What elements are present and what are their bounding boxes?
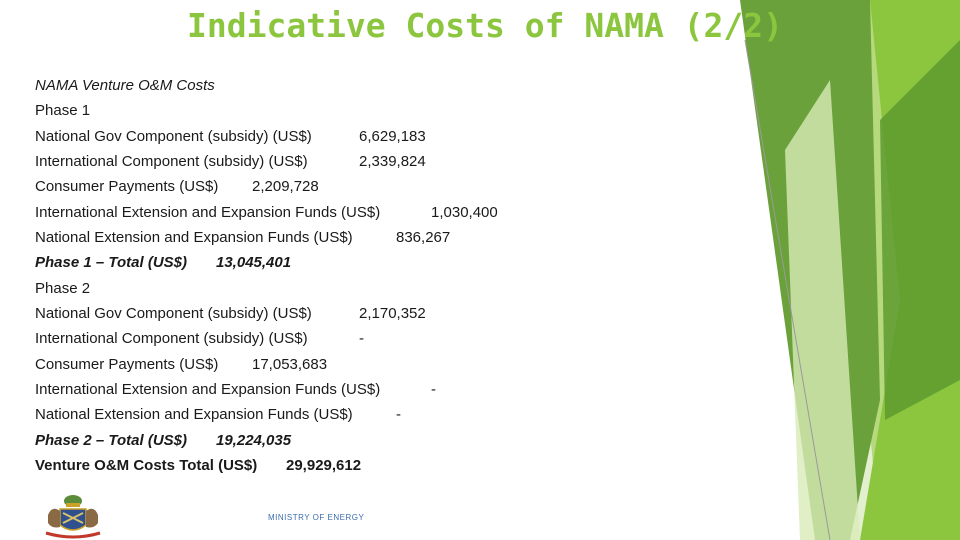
phase2-row: National Extension and Expansion Funds (… <box>35 406 401 424</box>
row-label: National Extension and Expansion Funds (… <box>35 406 353 423</box>
row-label: National Extension and Expansion Funds (… <box>35 229 353 246</box>
phase2-row: Consumer Payments (US$) 17,053,683 <box>35 356 327 374</box>
row-label: International Extension and Expansion Fu… <box>35 204 381 221</box>
row-value: - <box>359 330 364 347</box>
phase2-total: Phase 2 – Total (US$) 19,224,035 <box>35 432 291 450</box>
footer-ministry: MINISTRY OF ENERGY <box>268 513 365 522</box>
row-value: 17,053,683 <box>252 356 328 373</box>
row-label: National Gov Component (subsidy) (US$) <box>35 128 312 145</box>
row-label: Consumer Payments (US$) <box>35 178 219 195</box>
row-value: - <box>431 381 436 398</box>
grand-total-label: Venture O&M Costs Total (US$) <box>35 457 258 474</box>
phase2-row: International Component (subsidy) (US$) … <box>35 330 364 348</box>
accent-shape-deep <box>880 40 960 420</box>
coat-of-arms-icon <box>45 495 101 539</box>
accent-shape-pale <box>785 80 860 540</box>
row-label: International Extension and Expansion Fu… <box>35 381 381 398</box>
section-heading: NAMA Venture O&M Costs <box>35 77 215 94</box>
phase1-total: Phase 1 – Total (US$) 13,045,401 <box>35 254 291 272</box>
phase2-row: National Gov Component (subsidy) (US$) 2… <box>35 305 426 323</box>
row-label: Consumer Payments (US$) <box>35 356 219 373</box>
slide-title: Indicative Costs of NAMA (2/2) <box>186 6 784 45</box>
row-value: 6,629,183 <box>359 128 426 145</box>
row-label: International Component (subsidy) (US$) <box>35 153 308 170</box>
total-label: Phase 2 – Total (US$) <box>35 432 187 449</box>
phase1-row: International Extension and Expansion Fu… <box>35 204 498 222</box>
row-value: 836,267 <box>396 229 451 246</box>
phase2-label: Phase 2 <box>35 280 91 297</box>
phase1-row: International Component (subsidy) (US$) … <box>35 153 426 171</box>
row-value: 1,030,400 <box>431 204 498 221</box>
accent-line <box>744 39 831 540</box>
row-value: 2,339,824 <box>359 153 426 170</box>
phase1-row: National Gov Component (subsidy) (US$) 6… <box>35 128 426 146</box>
row-label: National Gov Component (subsidy) (US$) <box>35 305 312 322</box>
phase2-row: International Extension and Expansion Fu… <box>35 381 436 399</box>
total-value: 19,224,035 <box>216 432 292 449</box>
phase1-label: Phase 1 <box>35 102 91 119</box>
row-label: International Component (subsidy) (US$) <box>35 330 308 347</box>
phase1-row: National Extension and Expansion Funds (… <box>35 229 450 247</box>
phase1-row: Consumer Payments (US$) 2,209,728 <box>35 178 319 196</box>
grand-total: Venture O&M Costs Total (US$) 29,929,612 <box>35 457 361 475</box>
total-value: 13,045,401 <box>216 254 292 271</box>
grand-total-value: 29,929,612 <box>286 457 362 474</box>
total-label: Phase 1 – Total (US$) <box>35 254 187 271</box>
row-value: 2,209,728 <box>252 178 319 195</box>
row-value: 2,170,352 <box>359 305 426 322</box>
row-value: - <box>396 406 401 423</box>
